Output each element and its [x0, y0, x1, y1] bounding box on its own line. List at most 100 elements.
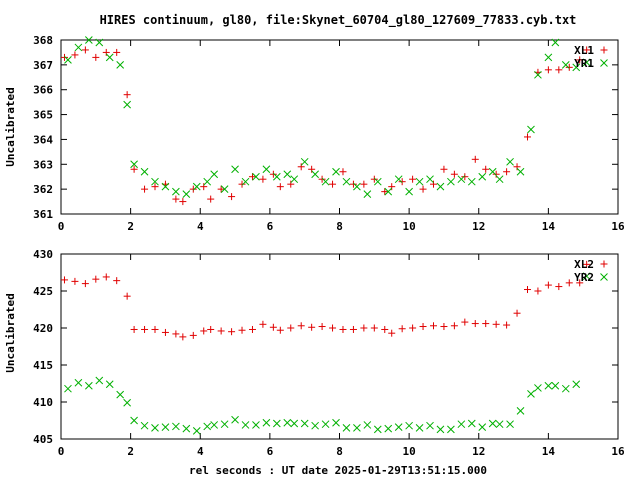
- data-point: [583, 260, 591, 268]
- y-tick-label: 405: [33, 433, 53, 446]
- x-tick-label: 14: [542, 445, 556, 458]
- data-point: [388, 329, 396, 337]
- y-tick-label: 368: [33, 34, 53, 47]
- data-point: [297, 322, 305, 330]
- data-point: [189, 331, 197, 339]
- x-tick-label: 12: [472, 220, 485, 233]
- data-point: [583, 46, 591, 54]
- legend-label: YR1: [574, 57, 594, 70]
- data-point: [71, 51, 79, 59]
- data-point: [388, 183, 396, 191]
- data-point: [513, 163, 521, 171]
- data-point: [321, 420, 330, 429]
- data-point: [447, 425, 455, 434]
- data-point: [182, 190, 191, 198]
- data-point: [210, 421, 219, 429]
- data-point: [123, 91, 131, 99]
- data-point: [561, 61, 570, 69]
- data-point: [370, 175, 378, 183]
- data-point: [384, 187, 393, 196]
- data-point: [130, 325, 138, 333]
- data-point: [318, 175, 326, 183]
- data-point: [373, 177, 382, 186]
- data-point: [409, 324, 417, 332]
- data-point: [140, 421, 149, 430]
- data-point: [172, 195, 180, 203]
- x-tick-label: 16: [611, 445, 625, 458]
- legend-marker: [600, 260, 608, 268]
- data-point: [429, 322, 437, 330]
- top-plot-panel: Uncalibrated 0 2 4 6 8 10 12 14 16 361 362 363 364 36…: [4, 34, 625, 233]
- data-point: [95, 38, 104, 47]
- data-point: [113, 48, 121, 56]
- data-point: [342, 177, 351, 186]
- x-tick-label: 6: [267, 220, 274, 233]
- data-point: [308, 323, 316, 331]
- data-point: [172, 187, 180, 196]
- series-xl1: [60, 46, 591, 206]
- data-point: [116, 390, 125, 399]
- data-point: [551, 381, 560, 390]
- data-point: [384, 424, 393, 433]
- data-point: [241, 177, 250, 186]
- data-point: [311, 421, 319, 430]
- data-point: [283, 418, 292, 427]
- data-point: [349, 325, 357, 333]
- y-tick-label: 366: [33, 84, 53, 97]
- data-point: [141, 185, 149, 193]
- data-point: [210, 170, 219, 179]
- data-point: [492, 320, 500, 328]
- legend-label: YR2: [574, 271, 594, 284]
- data-point: [534, 287, 542, 295]
- data-point: [203, 177, 212, 186]
- plot-frame: [60, 253, 619, 440]
- data-point: [419, 323, 427, 331]
- data-point: [71, 277, 79, 285]
- data-point: [381, 188, 389, 196]
- data-point: [238, 180, 246, 188]
- data-point: [398, 325, 406, 333]
- data-point: [329, 180, 337, 188]
- data-point: [283, 170, 292, 179]
- data-point: [332, 167, 340, 176]
- data-point: [506, 420, 514, 429]
- data-point: [527, 390, 535, 398]
- data-point: [172, 422, 180, 431]
- x-tick-label: 4: [197, 445, 204, 458]
- data-point: [495, 420, 504, 429]
- x-tick-label: 4: [197, 220, 204, 233]
- data-point: [516, 167, 525, 176]
- data-point: [130, 416, 138, 425]
- x-tick-label: 2: [127, 445, 134, 458]
- data-point: [426, 421, 434, 430]
- data-point: [527, 125, 535, 134]
- data-point: [436, 425, 445, 434]
- data-point: [102, 273, 110, 281]
- data-point: [200, 183, 208, 191]
- y-tick-label: 361: [33, 208, 53, 221]
- data-point: [523, 133, 531, 141]
- data-point: [353, 424, 361, 432]
- data-point: [555, 66, 563, 74]
- data-point: [436, 182, 445, 191]
- data-point: [429, 180, 437, 188]
- data-point: [503, 321, 511, 329]
- data-point: [342, 424, 351, 432]
- data-point: [105, 53, 114, 62]
- x-tick-label: 16: [611, 220, 625, 233]
- data-point: [394, 175, 403, 184]
- data-point: [290, 175, 299, 184]
- data-point: [495, 175, 504, 184]
- x-tick-label: 14: [542, 220, 556, 233]
- data-point: [252, 421, 260, 429]
- data-point: [192, 427, 201, 435]
- data-point: [415, 177, 424, 186]
- data-point: [353, 182, 361, 191]
- data-point: [409, 175, 417, 183]
- legend-marker: [600, 273, 608, 281]
- data-point: [105, 380, 114, 389]
- data-point: [231, 415, 239, 424]
- data-point: [84, 381, 93, 390]
- data-point: [329, 324, 337, 332]
